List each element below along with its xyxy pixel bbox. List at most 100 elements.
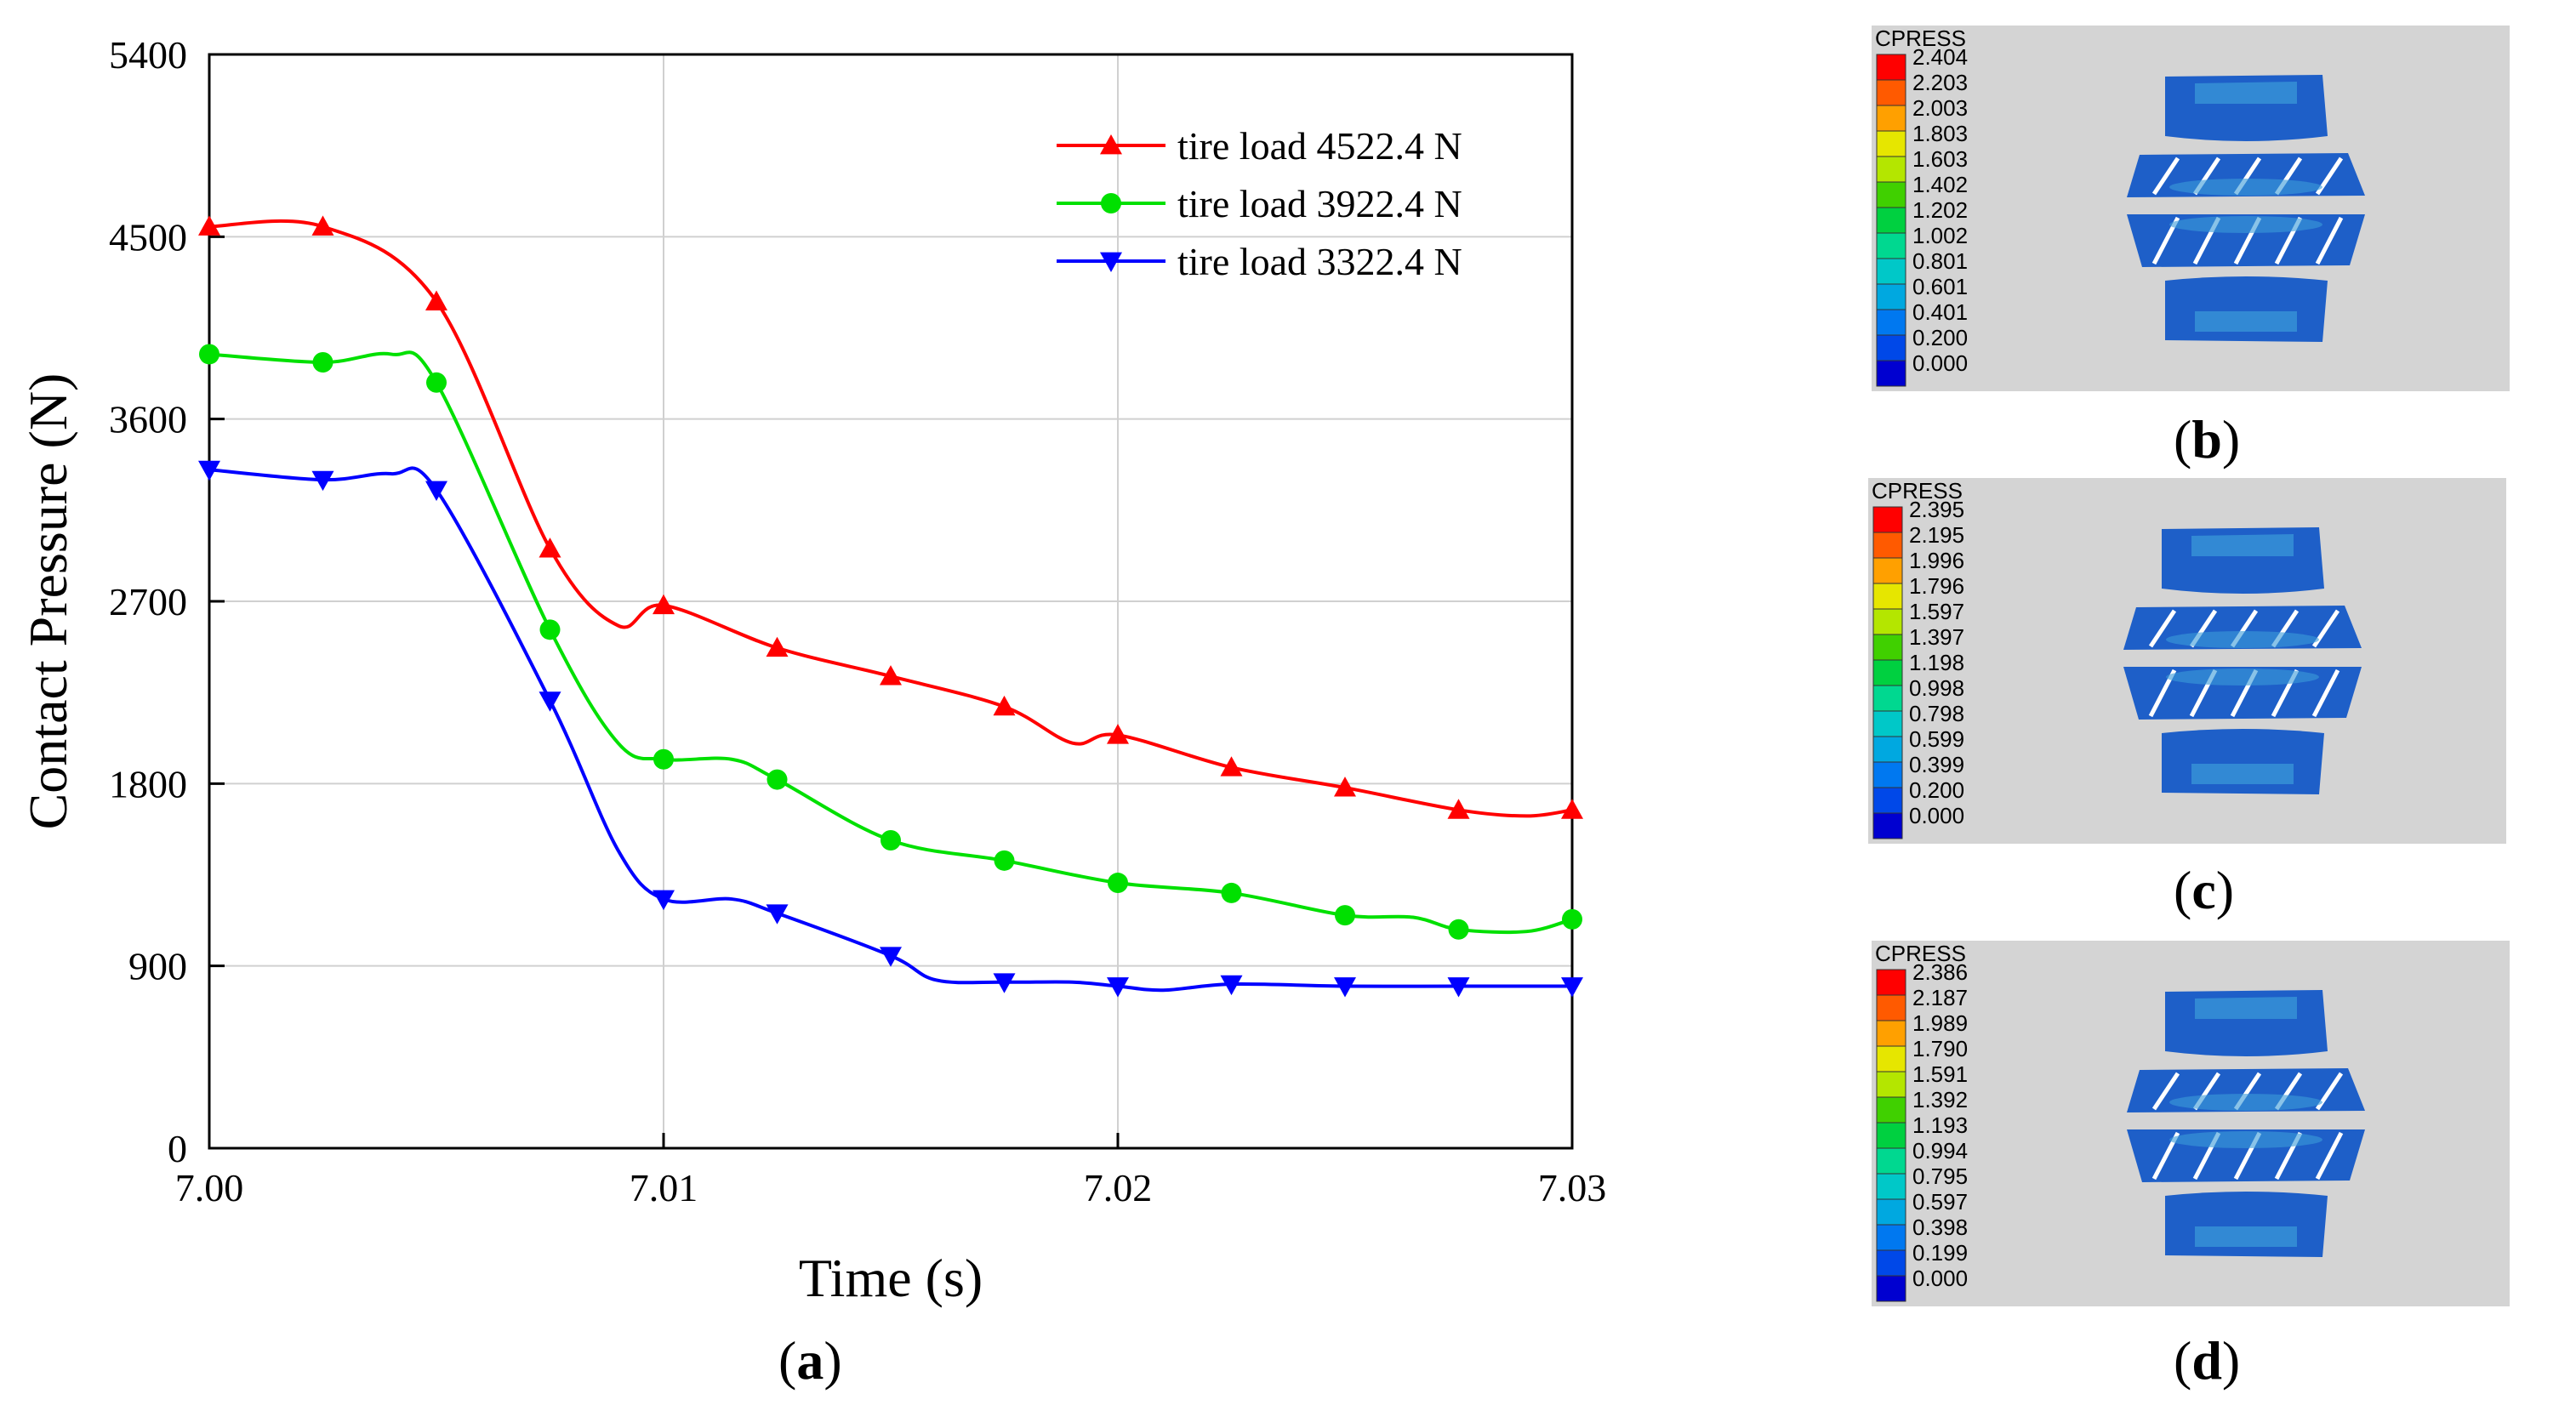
caption-b: (b) xyxy=(2174,409,2241,469)
contour-legend-value: 0.597 xyxy=(1912,1189,1968,1215)
caption-d-letter: d xyxy=(2191,1330,2222,1391)
caption-a: (a) xyxy=(778,1330,842,1391)
contour-legend-value: 0.399 xyxy=(1909,752,1964,777)
data-point xyxy=(426,372,447,393)
contour-panel-b: CPRESS 2.404 2.203 2.003 1.803 1.603 1.402 1.20… xyxy=(1872,26,2510,391)
data-point xyxy=(653,890,675,911)
data-point xyxy=(311,215,334,236)
contour-panel-d: CPRESS 2.386 2.187 1.989 1.790 1.591 1.392 1.19… xyxy=(1872,941,2510,1306)
y-tick-label: 5400 xyxy=(109,33,187,77)
series-line xyxy=(208,350,1573,935)
contour-color-band xyxy=(1872,608,1903,635)
caption-d: (d) xyxy=(2174,1330,2241,1391)
tire-footprint xyxy=(2123,527,2362,794)
data-point xyxy=(653,748,674,770)
contour-legend-value: 0.398 xyxy=(1912,1215,1968,1240)
contour-legend-value: 1.591 xyxy=(1912,1061,1968,1087)
tread-block-lower xyxy=(2165,276,2328,342)
contour-legend-value: 1.603 xyxy=(1912,146,1968,172)
data-point xyxy=(1334,977,1356,998)
x-tick-label: 7.03 xyxy=(1538,1166,1607,1209)
tread-highlight xyxy=(2191,534,2294,556)
legend-swatch-marker xyxy=(1101,193,1121,213)
contour-title: CPRESS xyxy=(1875,941,1966,966)
contour-color-band xyxy=(1872,812,1903,839)
data-point xyxy=(1220,756,1243,777)
contour-color-band xyxy=(1876,105,1906,132)
contour-panel-c: CPRESS 2.395 2.195 1.996 1.796 1.597 1.397 1.19… xyxy=(1868,478,2506,844)
contour-legend-value: 1.989 xyxy=(1912,1010,1968,1036)
data-point xyxy=(1447,977,1470,998)
contour-color-band xyxy=(1876,258,1906,285)
tread-highlight xyxy=(2166,631,2319,648)
tire-footprint xyxy=(2127,990,2365,1257)
contour-legend-value: 2.386 xyxy=(1912,959,1968,985)
contour-title: CPRESS xyxy=(1872,478,1963,504)
contour-color-band xyxy=(1872,710,1903,737)
data-point xyxy=(1107,724,1129,744)
data-point xyxy=(1447,799,1470,819)
contour-legend-value: 1.402 xyxy=(1912,172,1968,197)
contour-color-band xyxy=(1872,532,1903,559)
tread-highlight xyxy=(2195,997,2297,1019)
legend-label: tire load 4522.4 N xyxy=(1177,124,1462,168)
caption-a-letter: a xyxy=(796,1330,824,1391)
legend-label: tire load 3922.4 N xyxy=(1177,182,1462,225)
tread-highlight xyxy=(2169,1131,2322,1148)
data-point xyxy=(425,481,447,502)
data-point xyxy=(766,636,789,657)
contour-legend-value: 0.000 xyxy=(1909,803,1964,828)
contour-color-band xyxy=(1876,969,1906,996)
tread-block-lower xyxy=(2162,729,2324,794)
contour-title: CPRESS xyxy=(1875,26,1966,51)
data-point xyxy=(1335,905,1355,926)
tread-groove xyxy=(2315,1131,2344,1181)
data-point xyxy=(1334,777,1356,797)
data-point xyxy=(1562,908,1582,930)
contour-color-band xyxy=(1872,685,1903,712)
data-point xyxy=(312,351,333,373)
data-point xyxy=(311,470,334,492)
series-line xyxy=(208,466,1572,993)
x-tick-label: 7.01 xyxy=(630,1166,698,1209)
contour-color-band xyxy=(1876,360,1906,387)
contour-legend-value: 2.195 xyxy=(1909,522,1964,548)
series-1 xyxy=(198,215,1583,819)
contour-legend-value: 2.003 xyxy=(1912,95,1968,121)
contour-color-band xyxy=(1876,1275,1906,1302)
data-point xyxy=(539,619,561,640)
contour-color-band xyxy=(1872,506,1903,533)
series-line xyxy=(208,219,1573,818)
data-point xyxy=(199,344,219,365)
data-point xyxy=(880,947,902,967)
tread-highlight xyxy=(2195,82,2297,104)
contour-color-band xyxy=(1876,1096,1906,1124)
y-axis-ticks: 0 900 1800 2700 3600 4500 5400 xyxy=(109,33,225,1170)
contour-color-band xyxy=(1876,54,1906,81)
data-point xyxy=(425,290,447,310)
contour-legend-value: 1.796 xyxy=(1909,573,1964,599)
contour-legend-value: 0.998 xyxy=(1909,675,1964,701)
tread-highlight xyxy=(2169,179,2322,196)
series-2 xyxy=(199,344,1582,940)
tread-highlight xyxy=(2191,764,2294,784)
tread-groove xyxy=(2148,609,2177,648)
contour-color-band xyxy=(1876,309,1906,336)
data-point xyxy=(539,538,561,558)
contour-legend-value: 0.000 xyxy=(1912,350,1968,376)
contour-legend-value: 0.000 xyxy=(1912,1266,1968,1291)
contour-color-band xyxy=(1876,232,1906,259)
contour-color-band xyxy=(1876,1224,1906,1251)
contour-color-band xyxy=(1876,994,1906,1021)
data-point xyxy=(198,215,220,236)
contour-legend-value: 0.199 xyxy=(1912,1240,1968,1266)
y-axis-label: Contact Pressure (N) xyxy=(18,373,78,830)
contour-color-band xyxy=(1876,1198,1906,1226)
contour-legend-value: 0.601 xyxy=(1912,274,1968,299)
data-point xyxy=(1221,882,1242,903)
contour-legend-value: 0.798 xyxy=(1909,701,1964,726)
contour-legend-value: 0.200 xyxy=(1912,325,1968,350)
tread-highlight xyxy=(2169,216,2322,233)
data-point xyxy=(880,665,902,686)
